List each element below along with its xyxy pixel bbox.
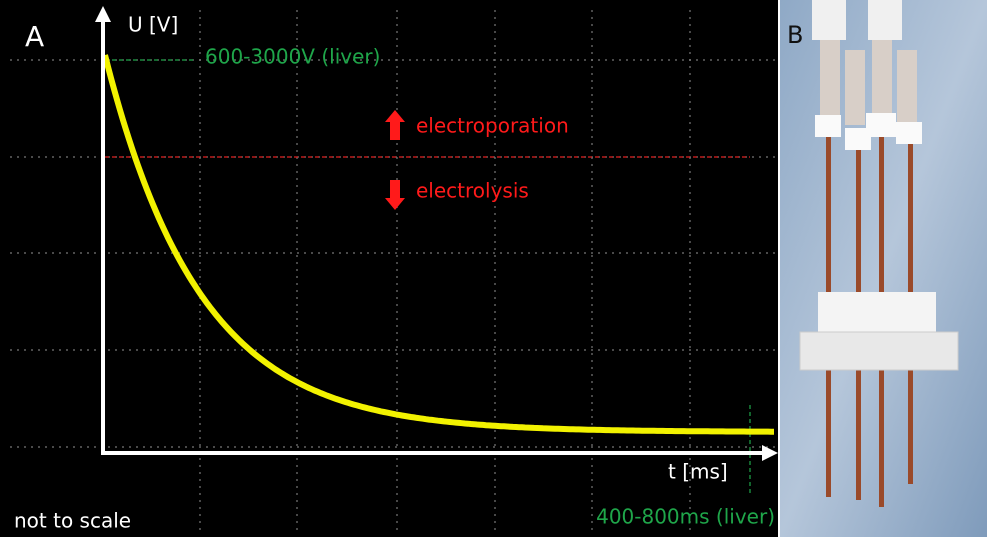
x-axis-arrow xyxy=(762,445,778,461)
probe-photo xyxy=(799,0,959,507)
x-axis-label: t [ms] xyxy=(668,460,728,484)
y-axis-arrow xyxy=(95,6,111,22)
scope-background xyxy=(0,0,778,537)
up-arrow xyxy=(385,110,405,140)
time-note: 400-800ms (liver) xyxy=(596,505,775,529)
panel-label: A xyxy=(25,20,44,53)
footnote: not to scale xyxy=(14,509,131,533)
decay-curve xyxy=(102,54,774,435)
down-arrow xyxy=(385,180,405,210)
panel-label: B xyxy=(787,21,803,49)
y-axis-label: U [V] xyxy=(128,13,178,37)
region-label: electroporation xyxy=(416,114,569,138)
region-label: electrolysis xyxy=(416,179,529,203)
voltage-note: 600-3000V (liver) xyxy=(205,45,380,69)
